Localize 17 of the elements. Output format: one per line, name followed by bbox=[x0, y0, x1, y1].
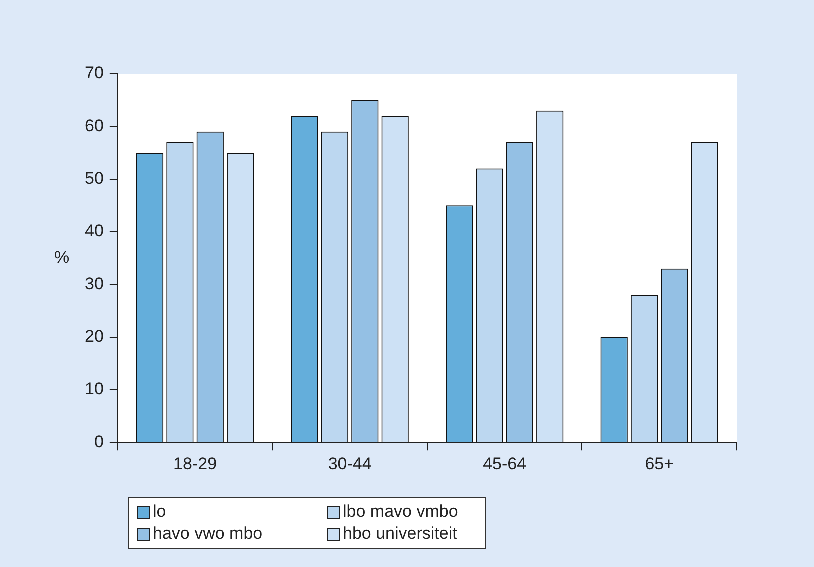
y-axis-title: % bbox=[54, 248, 70, 267]
y-tick-label: 60 bbox=[84, 116, 104, 136]
y-tick-label: 0 bbox=[94, 432, 104, 452]
y-tick-label: 20 bbox=[84, 326, 104, 346]
legend-label: havo vwo mbo bbox=[153, 524, 263, 544]
y-tick-label: 50 bbox=[84, 169, 104, 188]
legend-label: lbo mavo vmbo bbox=[343, 502, 458, 522]
y-tick-label: 40 bbox=[84, 222, 104, 241]
legend-label: hbo universiteit bbox=[343, 524, 458, 544]
x-tick-label: 30-44 bbox=[328, 454, 372, 474]
x-tick-label: 65+ bbox=[645, 454, 674, 474]
y-tick-label: 10 bbox=[84, 380, 104, 399]
x-tick-label: 45-64 bbox=[483, 454, 527, 474]
y-tick-label: 30 bbox=[84, 274, 104, 294]
y-tick-label: 70 bbox=[84, 64, 104, 83]
x-tick-label: 18-29 bbox=[174, 454, 218, 474]
legend-label: lo bbox=[153, 502, 166, 522]
